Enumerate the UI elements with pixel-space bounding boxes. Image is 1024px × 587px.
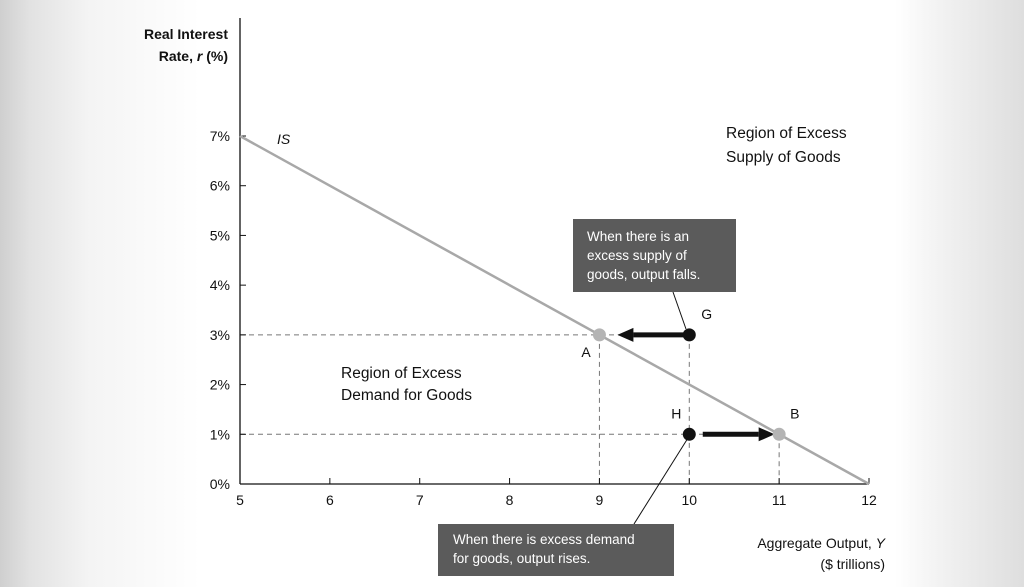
- y-axis-title-line1: Real Interest: [144, 26, 228, 42]
- arrow-output-falls: [617, 327, 685, 342]
- supply-note-line1: When there is an: [587, 229, 689, 244]
- y-tick-label: 6%: [210, 178, 230, 194]
- arrow-head: [758, 427, 775, 442]
- is-curve-label: IS: [277, 131, 291, 147]
- point-a: [592, 328, 606, 342]
- x-tick-label: 10: [681, 492, 697, 508]
- x-tick-label: 9: [596, 492, 604, 508]
- supply-note-line2: excess supply of: [587, 248, 687, 263]
- point-b: [772, 427, 786, 441]
- demand-note-line1: When there is excess demand: [453, 532, 635, 547]
- demand-note-leader: [633, 437, 689, 525]
- y-tick-label: 1%: [210, 426, 230, 442]
- x-tick-label: 8: [506, 492, 514, 508]
- demand-note-box: [438, 524, 674, 576]
- point-g: [682, 328, 696, 342]
- x-tick-label: 6: [326, 492, 334, 508]
- region-demand-line2: Demand for Goods: [341, 387, 472, 404]
- x-tick-label: 5: [236, 492, 244, 508]
- x-tick-label: 12: [861, 492, 877, 508]
- annotations: Real Interest Rate, r (%) Aggregate Outp…: [144, 26, 887, 576]
- point-label-a: A: [581, 344, 591, 360]
- arrow-head: [617, 327, 634, 342]
- region-supply-line1: Region of Excess: [726, 125, 847, 142]
- points: A B G H: [581, 306, 799, 441]
- is-curve-line: [239, 134, 870, 486]
- axes: [239, 18, 870, 485]
- tick-labels: 5 6 7 8 9 10 11 12 0% 1% 2% 3% 4% 5% 6% 7%: [210, 128, 877, 508]
- x-tick-label: 7: [416, 492, 424, 508]
- point-label-g: G: [701, 306, 712, 322]
- arrows: [617, 327, 775, 442]
- supply-note-box: [573, 219, 736, 292]
- y-tick-label: 3%: [210, 327, 230, 343]
- arrow-output-rises: [702, 427, 775, 442]
- y-tick-label: 7%: [210, 128, 230, 144]
- y-tick-label: 4%: [210, 277, 230, 293]
- guide-lines: [240, 334, 780, 484]
- region-demand-line1: Region of Excess: [341, 365, 462, 382]
- x-axis-title-line2: ($ trillions): [820, 556, 885, 572]
- x-tick-label: 11: [772, 492, 787, 508]
- y-tick-label: 0%: [210, 476, 230, 492]
- x-axis-title-line1: Aggregate Output, Y: [757, 535, 886, 551]
- y-axis-title-line2: Rate, r (%): [159, 48, 228, 64]
- y-tick-label: 2%: [210, 377, 230, 393]
- region-supply-line2: Supply of Goods: [726, 149, 841, 166]
- point-h: [682, 427, 696, 441]
- supply-note-leader: [672, 291, 687, 330]
- y-tick-label: 5%: [210, 227, 230, 243]
- series-layer: [239, 134, 870, 486]
- demand-note-line2: for goods, output rises.: [453, 551, 590, 566]
- point-label-h: H: [671, 405, 681, 421]
- supply-note-line3: goods, output falls.: [587, 267, 700, 282]
- point-label-b: B: [790, 405, 799, 421]
